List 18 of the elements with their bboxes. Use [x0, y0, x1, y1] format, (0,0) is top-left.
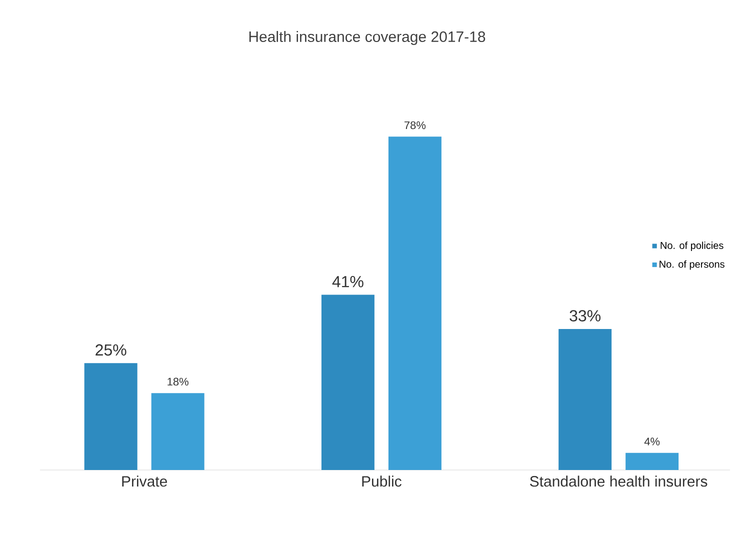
legend-label: No. of persons [660, 260, 724, 270]
x-tick-label: Public [362, 476, 402, 487]
bar [558, 328, 612, 470]
x-tick-label: Standalone health insurers [530, 476, 708, 487]
data-label: 78% [404, 121, 426, 130]
data-label: 18% [168, 378, 188, 386]
bar [84, 363, 138, 470]
data-label: 33% [570, 310, 601, 322]
bar [151, 393, 204, 470]
x-tick-label: Private [122, 476, 167, 487]
data-label: 4% [644, 438, 660, 446]
bar [321, 294, 374, 470]
bar [626, 452, 679, 470]
legend-label: No. of policies [660, 242, 724, 251]
bar [388, 136, 442, 470]
data-label: 25% [96, 344, 126, 356]
data-label: 41% [332, 276, 364, 288]
chart-title: Health insurance coverage 2017-18 [249, 31, 486, 45]
